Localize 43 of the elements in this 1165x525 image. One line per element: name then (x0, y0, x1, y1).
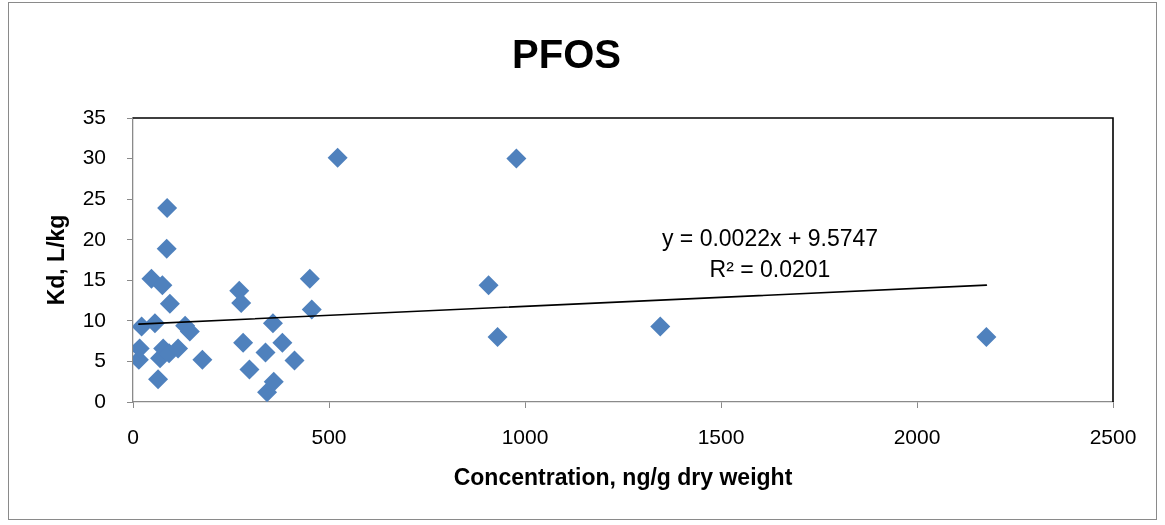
y-tick-label: 25 (82, 185, 106, 209)
y-tick-label: 20 (82, 226, 106, 250)
point (192, 349, 213, 370)
point (156, 238, 177, 259)
point (262, 313, 283, 334)
x-tick-label: 1500 (697, 425, 745, 449)
y-tick-label: 15 (82, 267, 106, 291)
point (976, 327, 997, 348)
point (272, 332, 293, 353)
point (487, 327, 508, 348)
point (301, 299, 322, 320)
point (255, 342, 276, 363)
point (233, 332, 254, 353)
point (284, 350, 305, 371)
point (257, 382, 278, 402)
y-axis-title: Kd, L/kg (43, 214, 70, 306)
point (299, 268, 320, 289)
x-tick-label: 1000 (501, 425, 549, 449)
x-axis-title: Concentration, ng/g dry weight (453, 463, 793, 490)
point (478, 275, 499, 296)
y-tick-label: 35 (82, 104, 106, 128)
point (231, 293, 252, 314)
x-tick-label: 2500 (1089, 425, 1137, 449)
point (168, 338, 189, 359)
y-tick-label: 0 (94, 388, 106, 412)
x-tick-label: 2000 (893, 425, 941, 449)
point (506, 148, 527, 169)
point (650, 316, 671, 337)
y-tick-label: 10 (82, 307, 106, 331)
point (159, 293, 180, 314)
annotation: y = 0.0022x + 9.5747 (661, 225, 879, 252)
point (152, 275, 173, 296)
x-tick-label: 500 (311, 425, 347, 449)
point (239, 359, 260, 380)
annotation: R² = 0.0201 (709, 256, 831, 283)
y-tick-label: 30 (82, 145, 106, 169)
point (157, 198, 178, 219)
y-tick-label: 5 (94, 348, 106, 372)
point (327, 147, 348, 168)
x-tick-label: 0 (127, 425, 139, 449)
chart-title: PFOS (512, 32, 621, 77)
point (263, 371, 284, 392)
point (148, 369, 169, 390)
